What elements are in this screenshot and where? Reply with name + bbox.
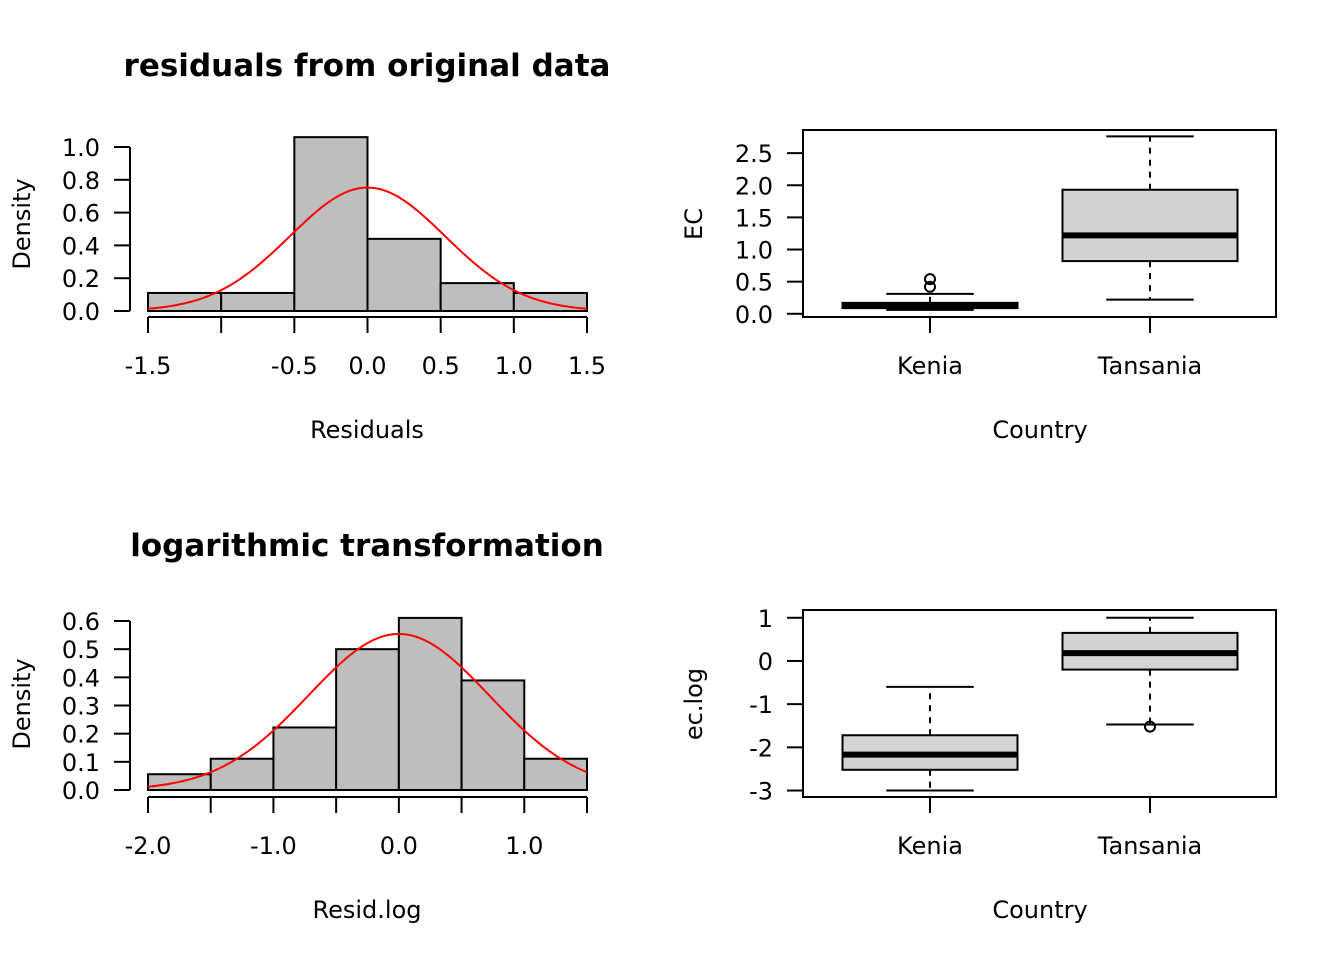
x-tick-label: Tansania <box>1097 832 1202 860</box>
histogram-bar <box>335 648 400 792</box>
y-tick-label: 0.0 <box>62 298 100 326</box>
chart-title: residuals from original data <box>124 48 611 84</box>
x-axis-label: Residuals <box>310 416 424 444</box>
histogram-log-residuals-panel: logarithmic transformation Resid.log Den… <box>8 528 604 924</box>
x-tick-label: -1.0 <box>250 832 297 860</box>
histogram-bar <box>366 237 442 312</box>
outlier-point <box>1144 720 1156 733</box>
x-tick-label: -2.0 <box>125 832 172 860</box>
y-tick-label: 0 <box>758 648 773 676</box>
y-tick-label: 0.6 <box>62 200 100 228</box>
histogram-bar <box>523 757 588 791</box>
y-tick-label: 1.0 <box>735 237 773 265</box>
x-tick-label: -0.5 <box>271 352 318 380</box>
histogram-bar <box>209 757 275 791</box>
y-tick-label: 0.5 <box>735 269 773 297</box>
x-tick-label: Kenia <box>897 832 963 860</box>
y-tick-label: 0.2 <box>62 721 100 749</box>
x-tick-label: Kenia <box>897 352 963 380</box>
histogram-bar <box>220 291 296 312</box>
x-axis-label: Country <box>992 896 1087 924</box>
x-tick-label: 0.0 <box>380 832 418 860</box>
x-tick-label: -1.5 <box>125 352 172 380</box>
plot-frame <box>802 129 1277 318</box>
y-tick-label: 0.5 <box>62 636 100 664</box>
outlier-point <box>924 273 936 286</box>
y-tick-label: 2.5 <box>735 140 773 168</box>
y-tick-label: 1.0 <box>62 134 100 162</box>
boxplot-eclog-panel: Country ec.log Kenia Tansania -3 -2 -1 0 1 <box>680 605 1277 924</box>
outlier-point <box>924 280 936 293</box>
histogram-bar <box>272 726 338 791</box>
y-tick-label: 2.0 <box>735 172 773 200</box>
x-tick-label: 0.5 <box>422 352 460 380</box>
histogram-residuals-panel: residuals from original data Residuals D… <box>8 48 610 444</box>
x-tick-label: Tansania <box>1097 352 1202 380</box>
y-axis-label: Density <box>8 658 36 749</box>
y-tick-label: 0.3 <box>62 693 100 721</box>
y-axis-label: Density <box>8 178 36 269</box>
x-tick-label: 1.5 <box>568 352 606 380</box>
x-axis-label: Resid.log <box>313 896 422 924</box>
chart-title: logarithmic transformation <box>130 528 604 564</box>
y-tick-label: 0.1 <box>62 749 100 777</box>
y-tick-label: 0.4 <box>62 232 100 260</box>
x-tick-label: 1.0 <box>505 832 543 860</box>
box-iqr <box>1061 188 1239 263</box>
boxplot-ec-panel: Country EC Kenia Tansania 0.0 0.5 1.0 1.5 2.0 2… <box>680 129 1277 444</box>
y-axis-label: ec.log <box>680 668 708 740</box>
y-tick-label: 0.0 <box>62 777 100 805</box>
x-tick-label: 0.0 <box>348 352 386 380</box>
x-axis-label: Country <box>992 416 1087 444</box>
density-curve <box>147 186 588 310</box>
y-tick-label: 1 <box>758 605 773 633</box>
y-tick-label: -2 <box>749 734 773 762</box>
x-tick-label: 1.0 <box>495 352 533 380</box>
y-tick-label: -1 <box>749 691 773 719</box>
density-curve <box>147 632 588 788</box>
y-tick-label: 0.4 <box>62 664 100 692</box>
y-tick-label: 0.2 <box>62 265 100 293</box>
histogram-bar <box>397 616 463 791</box>
histogram-bar <box>460 679 526 791</box>
y-tick-label: -3 <box>749 778 773 806</box>
histogram-bar <box>293 136 369 312</box>
y-tick-label: 1.5 <box>735 204 773 232</box>
y-tick-label: 0.6 <box>62 608 100 636</box>
histogram-bar <box>439 282 515 312</box>
y-tick-label: 0.8 <box>62 167 100 195</box>
y-tick-label: 0.0 <box>735 301 773 329</box>
y-axis-label: EC <box>680 208 708 240</box>
